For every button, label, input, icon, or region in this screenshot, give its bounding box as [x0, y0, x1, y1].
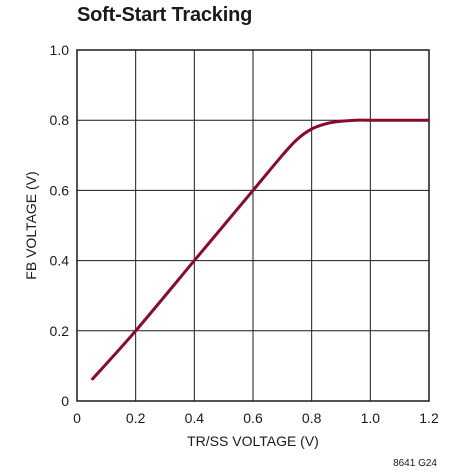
x-tick-label-6: 1.2: [419, 410, 439, 426]
plot-frame: [76, 49, 430, 402]
x-axis-ticks: 0 0.2 0.4 0.6 0.8 1.0 1.2: [73, 410, 439, 426]
y-axis-ticks: 0 0.2 0.4 0.6 0.8 1.0: [50, 42, 70, 409]
x-tick-label-1: 0.2: [126, 410, 146, 426]
y-tick-label-3: 0.6: [50, 182, 70, 198]
y-tick-label-0: 0: [61, 393, 69, 409]
chart-title: Soft-Start Tracking: [77, 4, 253, 26]
x-tick-label-0: 0: [73, 410, 81, 426]
x-tick-label-2: 0.4: [185, 410, 205, 426]
figure-code: 8641 G24: [393, 458, 437, 469]
y-tick-label-1: 0.2: [50, 323, 70, 339]
x-tick-label-3: 0.6: [243, 410, 263, 426]
y-tick-label-2: 0.4: [50, 253, 70, 269]
y-axis-label: FB VOLTAGE (V): [23, 171, 39, 279]
series-line: [90, 118, 429, 381]
y-tick-label-4: 0.8: [50, 112, 70, 128]
y-tick-label-5: 1.0: [50, 42, 70, 58]
grid: [77, 50, 429, 401]
x-tick-label-5: 1.0: [361, 410, 381, 426]
x-axis-label: TR/SS VOLTAGE (V): [187, 433, 319, 449]
x-tick-label-4: 0.8: [302, 410, 322, 426]
